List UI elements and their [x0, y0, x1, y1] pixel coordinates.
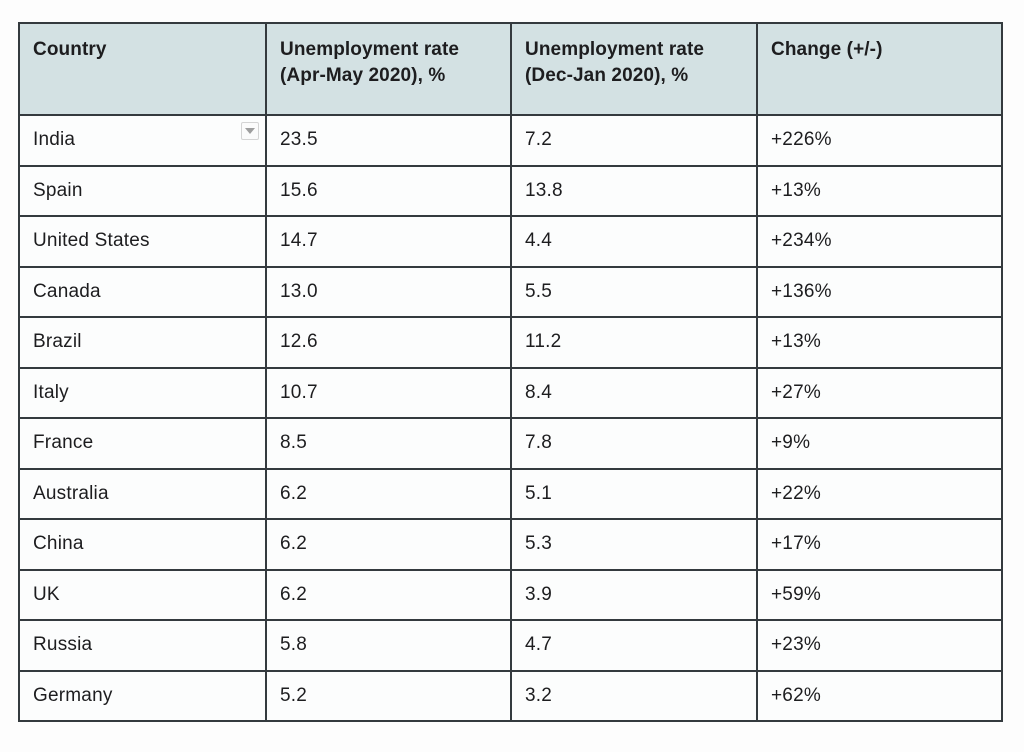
cell-change: +9% [756, 417, 1003, 470]
cell-rate-apr-may: 12.6 [265, 316, 512, 369]
cell-rate-apr-may: 6.2 [265, 518, 512, 571]
cell-change: +17% [756, 518, 1003, 571]
cell-rate-dec-jan: 13.8 [510, 164, 758, 217]
cell-change: +136% [756, 265, 1003, 318]
cell-country: India [18, 114, 267, 167]
cell-change: +59% [756, 568, 1003, 621]
cell-rate-apr-may: 15.6 [265, 164, 512, 217]
cell-country: Brazil [18, 316, 267, 369]
cell-country: Spain [18, 164, 267, 217]
cell-change: +226% [756, 114, 1003, 167]
cell-rate-apr-may: 23.5 [265, 114, 512, 167]
cell-rate-apr-may: 6.2 [265, 467, 512, 520]
cell-rate-apr-may: 13.0 [265, 265, 512, 318]
cell-rate-dec-jan: 3.9 [510, 568, 758, 621]
cell-rate-dec-jan: 7.2 [510, 114, 758, 167]
cell-rate-apr-may: 5.2 [265, 669, 512, 722]
unemployment-table: Country Unemployment rate (Apr-May 2020)… [18, 22, 1003, 722]
cell-rate-apr-may: 14.7 [265, 215, 512, 268]
filter-dropdown-button[interactable] [241, 122, 259, 140]
country-label: India [33, 129, 76, 151]
cell-rate-dec-jan: 5.1 [510, 467, 758, 520]
table-row: Italy 10.7 8.4 +27% [18, 366, 1003, 419]
table-row: Spain 15.6 13.8 +13% [18, 164, 1003, 217]
cell-rate-dec-jan: 8.4 [510, 366, 758, 419]
cell-country: Germany [18, 669, 267, 722]
cell-country: Italy [18, 366, 267, 419]
cell-change: +22% [756, 467, 1003, 520]
cell-rate-dec-jan: 3.2 [510, 669, 758, 722]
cell-change: +27% [756, 366, 1003, 419]
table-row: Brazil 12.6 11.2 +13% [18, 316, 1003, 369]
table-header-row: Country Unemployment rate (Apr-May 2020)… [18, 22, 1003, 116]
column-header-rate-dec-jan: Unemployment rate (Dec-Jan 2020), % [510, 22, 758, 116]
cell-country: Russia [18, 619, 267, 672]
table-row: Canada 13.0 5.5 +136% [18, 265, 1003, 318]
cell-rate-dec-jan: 5.3 [510, 518, 758, 571]
table-row: United States 14.7 4.4 +234% [18, 215, 1003, 268]
column-header-country: Country [18, 22, 267, 116]
cell-change: +62% [756, 669, 1003, 722]
table-row: India 23.5 7.2 +226% [18, 114, 1003, 167]
table-row: China 6.2 5.3 +17% [18, 518, 1003, 571]
cell-rate-apr-may: 5.8 [265, 619, 512, 672]
cell-rate-apr-may: 6.2 [265, 568, 512, 621]
table-row: France 8.5 7.8 +9% [18, 417, 1003, 470]
table-row: Australia 6.2 5.1 +22% [18, 467, 1003, 520]
cell-country: China [18, 518, 267, 571]
cell-change: +234% [756, 215, 1003, 268]
cell-change: +13% [756, 164, 1003, 217]
cell-rate-dec-jan: 4.7 [510, 619, 758, 672]
cell-rate-apr-may: 10.7 [265, 366, 512, 419]
cell-rate-dec-jan: 4.4 [510, 215, 758, 268]
table-row: Russia 5.8 4.7 +23% [18, 619, 1003, 672]
cell-country: Australia [18, 467, 267, 520]
cell-change: +23% [756, 619, 1003, 672]
column-header-rate-apr-may: Unemployment rate (Apr-May 2020), % [265, 22, 512, 116]
table-row: UK 6.2 3.9 +59% [18, 568, 1003, 621]
cell-rate-dec-jan: 11.2 [510, 316, 758, 369]
dropdown-arrow-icon [245, 128, 255, 134]
cell-rate-dec-jan: 5.5 [510, 265, 758, 318]
cell-rate-apr-may: 8.5 [265, 417, 512, 470]
column-header-change: Change (+/-) [756, 22, 1003, 116]
cell-country: UK [18, 568, 267, 621]
cell-change: +13% [756, 316, 1003, 369]
cell-country: United States [18, 215, 267, 268]
cell-country: France [18, 417, 267, 470]
cell-country: Canada [18, 265, 267, 318]
table-row: Germany 5.2 3.2 +62% [18, 669, 1003, 722]
cell-rate-dec-jan: 7.8 [510, 417, 758, 470]
